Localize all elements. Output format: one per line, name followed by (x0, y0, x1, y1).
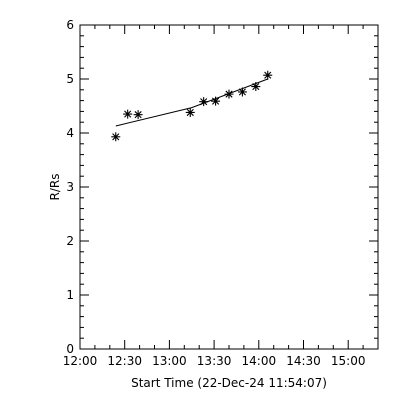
data-point-asterisk (251, 82, 261, 92)
y-tick-label: 1 (66, 288, 74, 302)
data-point-asterisk (111, 132, 121, 142)
data-point-asterisk (237, 87, 247, 97)
data-point-asterisk (199, 97, 209, 107)
y-axis: 0 1 2 3 4 5 6 (66, 18, 378, 356)
y-tick-label: 0 (66, 342, 74, 356)
fit-line (115, 78, 268, 127)
x-tick-label: 13:00 (152, 354, 187, 368)
x-axis-label: Start Time (22-Dec-24 11:54:07) (131, 376, 327, 390)
y-tick-label: 2 (66, 234, 74, 248)
x-tick-label: 15:00 (331, 354, 366, 368)
plot-area (111, 70, 273, 142)
data-point-asterisk (133, 110, 143, 120)
data-point-asterisk (211, 96, 221, 106)
data-point-asterisk (185, 107, 195, 117)
y-axis-label: R/Rs (48, 174, 62, 201)
x-tick-label: 13:30 (197, 354, 232, 368)
y-tick-label: 3 (66, 180, 74, 194)
x-tick-label: 12:30 (107, 354, 142, 368)
x-axis: 12:00 12:30 13:00 13:30 14:00 14:30 15:00 (63, 25, 366, 368)
data-point-asterisk (224, 89, 234, 99)
y-tick-label: 5 (66, 72, 74, 86)
y-tick-label: 6 (66, 18, 74, 32)
plot-frame (79, 24, 379, 350)
data-point-asterisk (123, 109, 133, 119)
y-tick-label: 4 (66, 126, 74, 140)
data-point-asterisk (263, 70, 273, 80)
x-tick-label: 14:00 (242, 354, 277, 368)
x-tick-label: 14:30 (286, 354, 321, 368)
x-tick-label: 12:00 (63, 354, 98, 368)
